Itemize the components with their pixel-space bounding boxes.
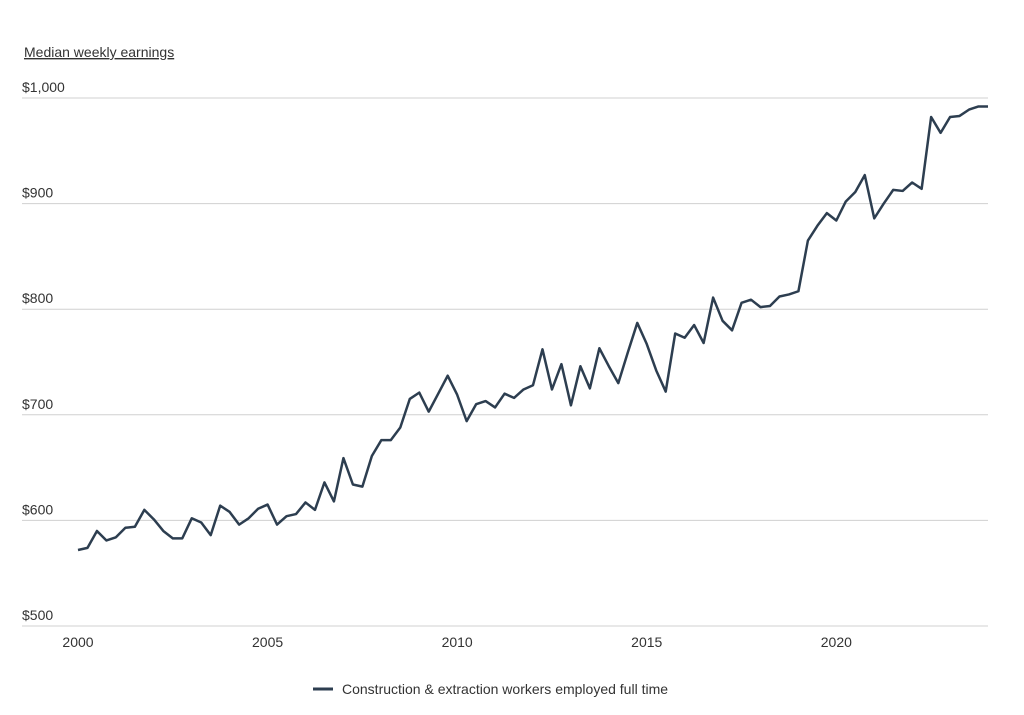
line — [77, 105, 988, 552]
y-tick-label: $700 — [22, 396, 53, 412]
y-axis-label: Median weekly earnings — [24, 44, 174, 60]
x-tick-label: 2020 — [821, 634, 852, 650]
y-tick-label: $900 — [22, 185, 53, 201]
x-tick-label: 2005 — [252, 634, 283, 650]
y-tick-label: $600 — [22, 501, 53, 517]
x-tick-label: 2010 — [442, 634, 473, 650]
x-tick-label: 2000 — [62, 634, 93, 650]
legend-label: Construction & extraction workers employ… — [342, 681, 668, 697]
y-tick-label: $1,000 — [22, 79, 65, 95]
y-tick-label: $500 — [22, 607, 53, 623]
x-tick-label: 2015 — [631, 634, 662, 650]
y-tick-label: $800 — [22, 290, 53, 306]
